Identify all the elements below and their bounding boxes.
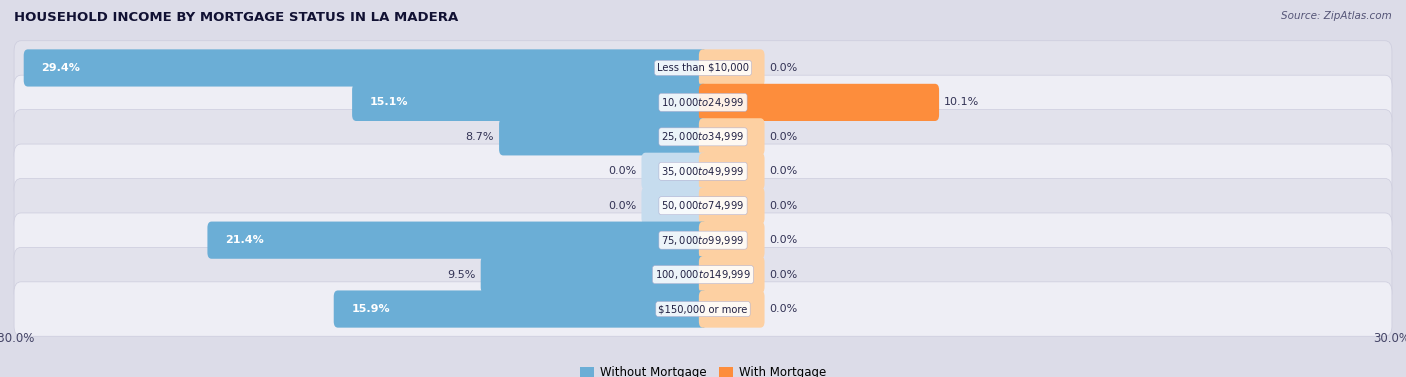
FancyBboxPatch shape bbox=[699, 256, 765, 293]
Text: $100,000 to $149,999: $100,000 to $149,999 bbox=[655, 268, 751, 281]
Text: $35,000 to $49,999: $35,000 to $49,999 bbox=[661, 165, 745, 178]
FancyBboxPatch shape bbox=[24, 49, 707, 87]
Text: 0.0%: 0.0% bbox=[769, 270, 797, 280]
FancyBboxPatch shape bbox=[641, 187, 707, 224]
FancyBboxPatch shape bbox=[14, 110, 1392, 164]
FancyBboxPatch shape bbox=[14, 213, 1392, 267]
FancyBboxPatch shape bbox=[699, 49, 765, 87]
FancyBboxPatch shape bbox=[481, 256, 707, 293]
Text: $75,000 to $99,999: $75,000 to $99,999 bbox=[661, 234, 745, 247]
FancyBboxPatch shape bbox=[333, 290, 707, 328]
Text: $10,000 to $24,999: $10,000 to $24,999 bbox=[661, 96, 745, 109]
FancyBboxPatch shape bbox=[14, 75, 1392, 130]
FancyBboxPatch shape bbox=[641, 153, 707, 190]
FancyBboxPatch shape bbox=[208, 222, 707, 259]
Text: 15.9%: 15.9% bbox=[352, 304, 391, 314]
Text: 9.5%: 9.5% bbox=[447, 270, 475, 280]
Text: $50,000 to $74,999: $50,000 to $74,999 bbox=[661, 199, 745, 212]
Text: $150,000 or more: $150,000 or more bbox=[658, 304, 748, 314]
FancyBboxPatch shape bbox=[699, 290, 765, 328]
Text: 0.0%: 0.0% bbox=[769, 132, 797, 142]
Text: 0.0%: 0.0% bbox=[769, 63, 797, 73]
Text: 0.0%: 0.0% bbox=[609, 201, 637, 211]
Text: 0.0%: 0.0% bbox=[769, 201, 797, 211]
Text: Less than $10,000: Less than $10,000 bbox=[657, 63, 749, 73]
FancyBboxPatch shape bbox=[14, 247, 1392, 302]
Text: Source: ZipAtlas.com: Source: ZipAtlas.com bbox=[1281, 11, 1392, 21]
FancyBboxPatch shape bbox=[14, 41, 1392, 95]
FancyBboxPatch shape bbox=[699, 187, 765, 224]
Text: 29.4%: 29.4% bbox=[42, 63, 80, 73]
FancyBboxPatch shape bbox=[14, 144, 1392, 198]
Text: HOUSEHOLD INCOME BY MORTGAGE STATUS IN LA MADERA: HOUSEHOLD INCOME BY MORTGAGE STATUS IN L… bbox=[14, 11, 458, 24]
Text: 10.1%: 10.1% bbox=[945, 97, 980, 107]
Text: 0.0%: 0.0% bbox=[769, 235, 797, 245]
FancyBboxPatch shape bbox=[699, 84, 939, 121]
Text: 0.0%: 0.0% bbox=[769, 304, 797, 314]
FancyBboxPatch shape bbox=[699, 153, 765, 190]
Legend: Without Mortgage, With Mortgage: Without Mortgage, With Mortgage bbox=[575, 361, 831, 377]
FancyBboxPatch shape bbox=[499, 118, 707, 155]
Text: 0.0%: 0.0% bbox=[769, 166, 797, 176]
FancyBboxPatch shape bbox=[699, 222, 765, 259]
Text: $25,000 to $34,999: $25,000 to $34,999 bbox=[661, 130, 745, 143]
FancyBboxPatch shape bbox=[14, 179, 1392, 233]
FancyBboxPatch shape bbox=[352, 84, 707, 121]
Text: 21.4%: 21.4% bbox=[225, 235, 264, 245]
Text: 8.7%: 8.7% bbox=[465, 132, 494, 142]
Text: 15.1%: 15.1% bbox=[370, 97, 409, 107]
FancyBboxPatch shape bbox=[14, 282, 1392, 336]
FancyBboxPatch shape bbox=[699, 118, 765, 155]
Text: 0.0%: 0.0% bbox=[609, 166, 637, 176]
